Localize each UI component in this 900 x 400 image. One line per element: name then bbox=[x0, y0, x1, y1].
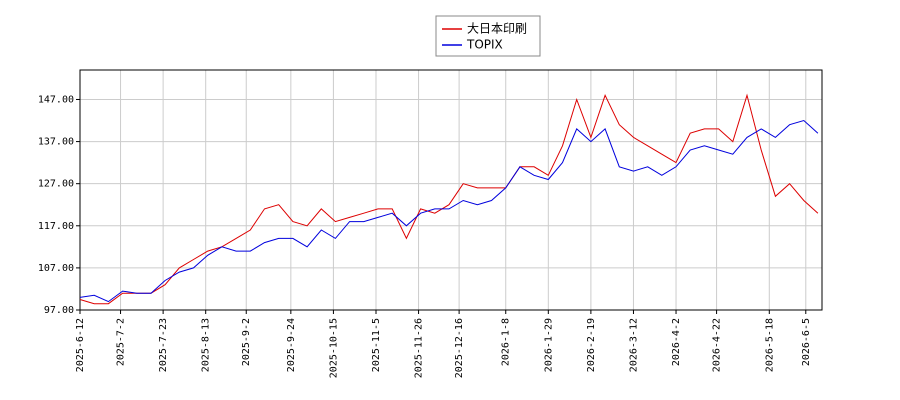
y-tick-label: 97.00 bbox=[44, 305, 74, 316]
y-tick-label: 107.00 bbox=[38, 263, 74, 274]
series-line bbox=[79, 119, 819, 303]
x-tick-label: 2025-11-26 bbox=[414, 318, 425, 378]
plot-frame bbox=[79, 69, 823, 311]
legend-label: TOPIX bbox=[466, 38, 503, 52]
y-tick-label: 127.00 bbox=[38, 179, 74, 190]
legend: 大日本印刷 TOPIX bbox=[435, 15, 541, 57]
x-tick-label: 2026-2-19 bbox=[586, 318, 597, 372]
x-tick-label: 2025-7-2 bbox=[116, 318, 127, 366]
x-tick-label: 2026-3-12 bbox=[628, 318, 639, 372]
x-tick-label: 2025-8-13 bbox=[201, 318, 212, 372]
x-tick-label: 2026-1-29 bbox=[543, 318, 554, 372]
x-tick-label: 2026-6-5 bbox=[801, 318, 812, 366]
y-tick-label: 137.00 bbox=[38, 137, 74, 148]
x-tick-label: 2025-9-2 bbox=[241, 318, 252, 366]
legend-label: 大日本印刷 bbox=[467, 22, 527, 36]
x-tick-label: 2026-1-8 bbox=[501, 318, 512, 366]
series-line bbox=[79, 93, 819, 305]
x-tick-label: 2025-12-16 bbox=[454, 318, 465, 378]
x-tick-label: 2026-4-2 bbox=[671, 318, 682, 366]
x-tick-label: 2025-6-12 bbox=[75, 318, 86, 372]
x-tick-label: 2025-7-23 bbox=[158, 318, 169, 372]
x-tick-label: 2025-9-24 bbox=[286, 318, 297, 372]
x-tick-label: 2026-4-22 bbox=[712, 318, 723, 372]
x-tick-label: 2025-11-5 bbox=[371, 318, 382, 372]
x-tick-label: 2026-5-18 bbox=[764, 318, 775, 372]
y-tick-label: 117.00 bbox=[38, 221, 74, 232]
legend-box bbox=[435, 15, 541, 57]
x-tick-label: 2025-10-15 bbox=[328, 318, 339, 378]
y-tick-label: 147.00 bbox=[38, 94, 74, 105]
